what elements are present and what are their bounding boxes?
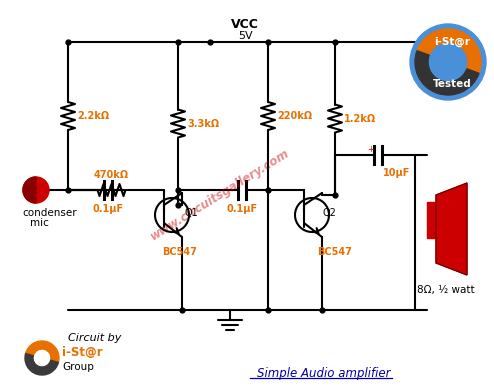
Text: www.circuitsgallery.com: www.circuitsgallery.com bbox=[148, 147, 292, 243]
Wedge shape bbox=[417, 29, 481, 73]
Text: condenser: condenser bbox=[22, 208, 77, 218]
Circle shape bbox=[23, 177, 49, 203]
Text: 3.3kΩ: 3.3kΩ bbox=[187, 118, 219, 129]
Text: mic: mic bbox=[30, 218, 49, 228]
Wedge shape bbox=[25, 354, 58, 375]
Polygon shape bbox=[436, 183, 467, 275]
Bar bbox=[427, 202, 436, 238]
Text: 5V: 5V bbox=[238, 31, 252, 41]
Text: 10μF: 10μF bbox=[383, 168, 411, 178]
Text: 470kΩ: 470kΩ bbox=[94, 170, 129, 180]
Text: 8Ω, ½ watt: 8Ω, ½ watt bbox=[417, 285, 475, 295]
Text: i-St@r: i-St@r bbox=[434, 37, 470, 47]
Text: Circuit by: Circuit by bbox=[68, 333, 122, 343]
Text: BC547: BC547 bbox=[317, 247, 352, 257]
Text: i-St@r: i-St@r bbox=[62, 347, 103, 359]
Text: 1.2kΩ: 1.2kΩ bbox=[344, 114, 376, 123]
Text: BC547: BC547 bbox=[162, 247, 197, 257]
Text: Q1: Q1 bbox=[184, 208, 198, 218]
Circle shape bbox=[410, 24, 486, 100]
Text: 0.1μF: 0.1μF bbox=[226, 204, 257, 214]
Text: Tested: Tested bbox=[433, 79, 471, 89]
Text: 2.2kΩ: 2.2kΩ bbox=[77, 111, 109, 121]
Wedge shape bbox=[23, 177, 36, 203]
Text: +: + bbox=[368, 145, 374, 154]
Text: 0.1μF: 0.1μF bbox=[92, 204, 124, 214]
Wedge shape bbox=[26, 341, 59, 362]
Text: 220kΩ: 220kΩ bbox=[277, 111, 312, 121]
Text: VCC: VCC bbox=[231, 18, 259, 31]
Wedge shape bbox=[415, 51, 479, 95]
Text: Simple Audio amplifier: Simple Audio amplifier bbox=[256, 368, 390, 381]
Text: Group: Group bbox=[62, 362, 94, 372]
Text: Q2: Q2 bbox=[322, 208, 336, 218]
